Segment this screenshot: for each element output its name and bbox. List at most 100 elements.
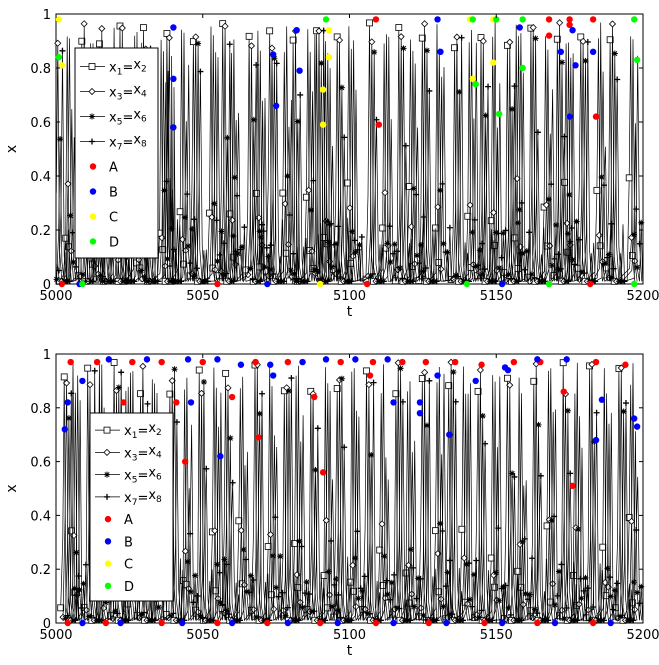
series-3-point: [239, 243, 246, 250]
series-3-point: [548, 517, 555, 524]
series-4-point: [529, 555, 536, 562]
series-1-point: [376, 546, 384, 554]
point-B: [551, 619, 559, 627]
series-4-point: [234, 192, 241, 199]
series-4-point: [567, 238, 574, 245]
series-4-point: [636, 600, 643, 607]
point-D: [463, 280, 471, 288]
series-1-point: [78, 37, 86, 45]
series-4-point: [144, 400, 151, 407]
series-3-point: [387, 258, 394, 265]
series-4-point: [151, 617, 158, 624]
series-4-point: [482, 440, 489, 447]
legend-label-part: =: [137, 424, 148, 439]
series-4-point: [561, 133, 568, 140]
legend-label-part: 3: [132, 453, 138, 463]
point-B: [179, 619, 186, 627]
point-D: [472, 81, 479, 88]
legend-label-part: x: [109, 61, 117, 76]
series-4-point: [301, 590, 308, 597]
point-A: [545, 32, 553, 39]
series-4-point: [241, 224, 248, 231]
series-1-point: [504, 374, 511, 382]
series-4-point: [442, 583, 449, 590]
point-B: [269, 51, 277, 58]
series-2-point: [463, 600, 472, 608]
series-4-point: [141, 609, 148, 616]
legend-entry: x1=x2: [95, 421, 162, 441]
legend-marker-A: [89, 163, 97, 170]
point-A: [589, 16, 597, 23]
series-3-point: [141, 273, 148, 280]
legend-marker-star: [89, 113, 95, 120]
legend-marker-B: [104, 538, 112, 545]
series-4-point: [592, 278, 599, 285]
series-4-point: [99, 617, 106, 624]
series-1-point: [110, 359, 118, 366]
legend-label-part: =: [122, 111, 133, 126]
series-4-point: [473, 557, 480, 564]
y-tick-label: 0: [43, 617, 51, 632]
series-1-point: [561, 178, 569, 186]
series-4-point: [367, 610, 374, 617]
series-2-point: [98, 25, 106, 33]
series-3-point: [284, 173, 291, 180]
legend-label: D: [109, 236, 119, 251]
series-3-point: [500, 230, 507, 237]
series-4-point: [328, 220, 335, 227]
point-B: [416, 409, 424, 417]
series-line-3: [56, 33, 644, 283]
series-2-point: [381, 189, 389, 197]
series-4-point: [78, 604, 85, 611]
series-4-point: [518, 199, 525, 206]
series-4-point: [416, 260, 423, 267]
point-B: [557, 48, 565, 55]
series-3-point: [234, 250, 241, 257]
series-1-point: [366, 19, 373, 27]
legend-label: x1=x2: [124, 421, 162, 441]
legend-label-part: 8: [156, 495, 162, 505]
legend-label: x3=x4: [124, 443, 162, 463]
series-3-point: [97, 272, 104, 279]
series-4-point: [118, 369, 125, 376]
y-tick-label: 0.4: [30, 170, 51, 185]
series-1-point: [140, 24, 147, 32]
series-4-point: [223, 270, 230, 277]
point-B: [267, 361, 274, 368]
point-B: [598, 396, 606, 403]
legend-entry: x7=x8: [95, 488, 162, 508]
series-4-point: [593, 409, 600, 416]
legend-box: [89, 412, 174, 602]
series-3-point: [505, 271, 512, 278]
series-4-point: [410, 564, 417, 571]
legend-label: C: [109, 211, 118, 226]
series-1-point: [176, 208, 184, 216]
series-4-point: [190, 599, 197, 606]
series-4-point: [229, 479, 236, 486]
series-4-point: [320, 27, 327, 34]
point-A: [93, 358, 101, 366]
series-4-point: [524, 596, 531, 603]
series-4-point: [485, 83, 492, 90]
series-3-point: [496, 597, 503, 604]
series-3-point: [634, 264, 641, 271]
series-2-point: [158, 234, 166, 242]
point-A: [560, 388, 567, 395]
series-4-point: [131, 278, 138, 285]
series-1-point: [279, 189, 287, 197]
series-4-point: [606, 574, 613, 581]
series-4-point: [551, 513, 558, 520]
series-3-point: [200, 378, 207, 385]
series-4-point: [163, 178, 170, 185]
y-tick-label: 0.8: [30, 402, 51, 417]
point-B: [516, 24, 523, 31]
legend-label: B: [109, 186, 118, 201]
series-3-point: [522, 590, 529, 597]
series-3-point: [470, 571, 477, 578]
series-4-point: [614, 580, 621, 587]
series-3-point: [53, 276, 60, 283]
series-1-point: [344, 179, 351, 187]
series-4-point: [622, 400, 629, 407]
series-2-point: [421, 368, 429, 376]
